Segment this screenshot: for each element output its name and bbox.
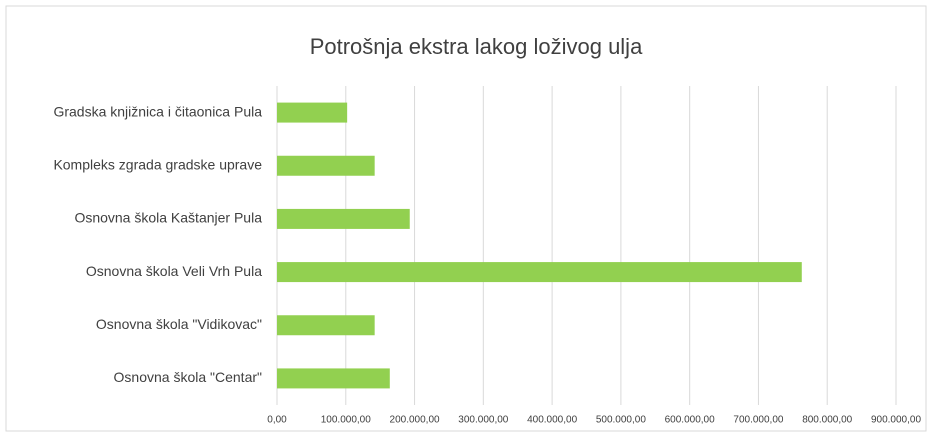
y-tick-label: Kompleks zgrada gradske uprave [53,156,262,172]
bar [277,102,348,123]
chart-title: Potrošnja ekstra lakog loživog ulja [310,34,643,59]
y-tick-label: Osnovna škola Kaštanjer Pula [74,210,262,226]
bar [277,368,390,389]
y-tick-label: Osnovna škola "Centar" [114,369,262,385]
bar [277,208,410,229]
x-tick-label: 800.000,00 [802,415,852,426]
y-tick-label: Osnovna škola "Vidikovac" [96,316,262,332]
x-tick-label: 700.000,00 [733,415,783,426]
bar [277,155,375,176]
x-tick-label: 400.000,00 [527,415,577,426]
x-tick-label: 0,00 [267,415,287,426]
chart-border [5,5,927,432]
bar [277,315,375,336]
x-tick-label: 500.000,00 [596,415,646,426]
y-tick-label: Osnovna škola Veli Vrh Pula [86,263,262,279]
x-tick-label: 900.000,00 [871,415,921,426]
x-tick-label: 300.000,00 [458,415,508,426]
bar [277,262,802,283]
x-tick-label: 200.000,00 [390,415,440,426]
y-tick-label: Gradska knjižnica i čitaonica Pula [53,103,262,119]
x-tick-label: 100.000,00 [321,415,371,426]
x-tick-label: 600.000,00 [665,415,715,426]
